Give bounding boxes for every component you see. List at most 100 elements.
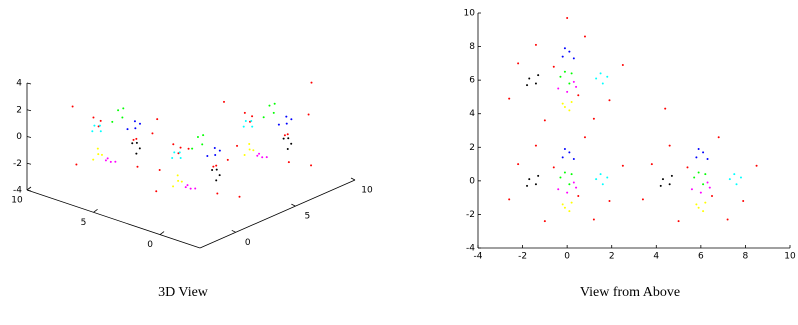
point — [568, 151, 571, 154]
point — [97, 153, 100, 156]
y-tick-label: 10 — [464, 9, 476, 19]
point — [537, 74, 540, 77]
point — [568, 109, 571, 112]
point — [261, 156, 264, 159]
point — [563, 70, 566, 73]
point — [310, 81, 313, 84]
point — [218, 174, 221, 177]
point — [214, 153, 217, 156]
point — [570, 201, 573, 204]
y-tick-label: -2 — [466, 210, 475, 220]
point — [244, 119, 247, 122]
point — [528, 77, 531, 80]
point — [595, 178, 598, 181]
point — [111, 120, 114, 123]
point — [552, 166, 555, 169]
point — [96, 147, 99, 150]
point — [213, 147, 216, 150]
point — [561, 203, 564, 206]
point — [742, 200, 745, 202]
point — [599, 173, 602, 176]
point — [670, 174, 673, 177]
point — [92, 116, 95, 119]
point — [178, 151, 181, 154]
point — [187, 147, 190, 150]
tick-mark — [26, 136, 32, 138]
point — [242, 125, 245, 128]
x-tick-label: 8 — [743, 252, 749, 262]
tick-mark — [26, 189, 32, 192]
point — [702, 183, 705, 186]
point — [131, 142, 134, 145]
point — [641, 198, 644, 201]
point — [171, 156, 174, 159]
point — [282, 137, 285, 140]
point — [138, 147, 141, 150]
point — [99, 119, 102, 122]
point — [570, 173, 573, 176]
point — [601, 183, 604, 186]
point — [755, 164, 758, 167]
point — [595, 77, 598, 80]
point — [733, 173, 736, 176]
point — [517, 62, 520, 65]
tick-mark — [26, 162, 32, 165]
axis-line — [199, 179, 356, 249]
caption: 3D View — [158, 285, 209, 300]
point — [256, 154, 259, 157]
point — [695, 203, 698, 206]
point — [211, 169, 214, 172]
point — [126, 128, 129, 131]
point — [543, 119, 546, 122]
point — [704, 201, 707, 204]
point — [664, 107, 667, 110]
point — [711, 194, 713, 197]
y-tick-label: 2 — [469, 143, 475, 153]
point — [735, 183, 738, 186]
point — [534, 43, 537, 46]
point — [566, 191, 569, 194]
point — [109, 160, 112, 163]
point — [572, 57, 575, 60]
caption: View from Above — [580, 285, 680, 300]
tick-mark — [26, 186, 32, 191]
point — [71, 105, 74, 108]
x-tick-label: -4 — [474, 252, 483, 262]
z-tick-label: -4 — [13, 186, 22, 196]
point — [135, 141, 138, 144]
point — [268, 104, 271, 107]
point — [608, 200, 611, 202]
point — [287, 161, 290, 164]
point — [661, 178, 664, 181]
point — [566, 17, 569, 20]
point — [222, 100, 225, 103]
point — [243, 154, 246, 157]
point — [704, 173, 707, 176]
point — [561, 156, 564, 159]
point — [608, 99, 611, 102]
point — [136, 165, 139, 168]
tick-mark — [350, 177, 356, 181]
tick-mark — [26, 82, 32, 85]
point — [570, 72, 573, 75]
y-tick-label: 8 — [469, 42, 475, 52]
point — [285, 122, 288, 125]
point — [693, 176, 696, 179]
point — [702, 151, 705, 154]
point — [699, 191, 702, 194]
z-tick-label: 0 — [16, 132, 22, 142]
point — [191, 147, 194, 150]
point — [173, 151, 176, 154]
point — [739, 176, 742, 179]
point — [290, 118, 293, 121]
point — [134, 127, 137, 130]
point — [215, 179, 218, 182]
point — [251, 125, 254, 128]
point — [226, 158, 229, 161]
point — [151, 132, 154, 135]
point — [286, 133, 289, 136]
point — [526, 84, 529, 87]
point — [561, 55, 564, 58]
point — [117, 109, 120, 112]
